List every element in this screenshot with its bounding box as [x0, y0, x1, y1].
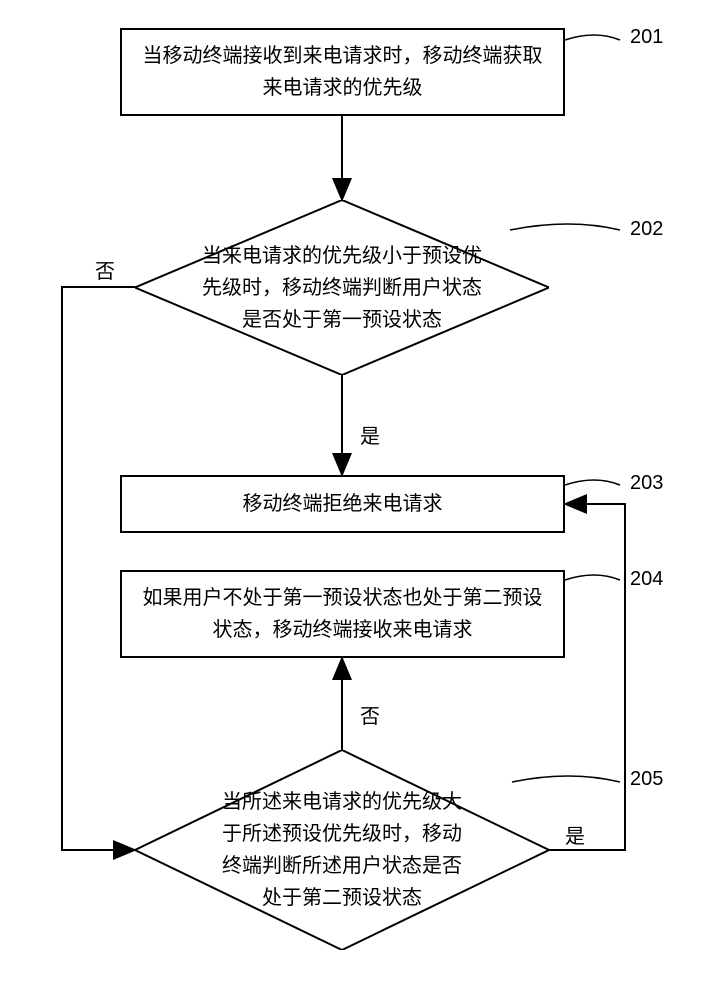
node-204: 如果用户不处于第一预设状态也处于第二预设状态，移动终端接收来电请求 — [120, 570, 565, 658]
node-205: 当所述来电请求的优先级大于所述预设优先级时，移动终端判断所述用户状态是否处于第二… — [135, 750, 549, 950]
label-202-yes: 是 — [360, 420, 380, 449]
callout-205: 205 — [630, 768, 663, 791]
callout-204: 204 — [630, 568, 663, 591]
callout-line-201 — [565, 35, 620, 40]
node-203-text: 移动终端拒绝来电请求 — [243, 488, 443, 520]
callout-202: 202 — [630, 218, 663, 241]
label-205-yes: 是 — [565, 820, 585, 849]
node-202-text: 当来电请求的优先级小于预设优先级时，移动终端判断用户状态是否处于第一预设状态 — [142, 240, 542, 336]
label-202-no: 否 — [95, 255, 115, 284]
callout-203: 203 — [630, 472, 663, 495]
node-202: 当来电请求的优先级小于预设优先级时，移动终端判断用户状态是否处于第一预设状态 — [135, 200, 549, 375]
label-205-no: 否 — [360, 700, 380, 729]
node-201: 当移动终端接收到来电请求时，移动终端获取来电请求的优先级 — [120, 28, 565, 116]
callout-201: 201 — [630, 26, 663, 49]
edge-205-203 — [549, 504, 625, 850]
callout-line-203 — [565, 480, 620, 485]
node-203: 移动终端拒绝来电请求 — [120, 475, 565, 533]
edge-202-205 — [62, 287, 135, 850]
node-204-text: 如果用户不处于第一预设状态也处于第二预设状态，移动终端接收来电请求 — [143, 582, 543, 646]
node-201-text: 当移动终端接收到来电请求时，移动终端获取来电请求的优先级 — [143, 40, 543, 104]
callout-line-204 — [565, 575, 620, 580]
flowchart-canvas: 当移动终端接收到来电请求时，移动终端获取来电请求的优先级 201 当来电请求的优… — [0, 0, 724, 1000]
node-205-text: 当所述来电请求的优先级大于所述预设优先级时，移动终端判断所述用户状态是否处于第二… — [162, 786, 522, 914]
